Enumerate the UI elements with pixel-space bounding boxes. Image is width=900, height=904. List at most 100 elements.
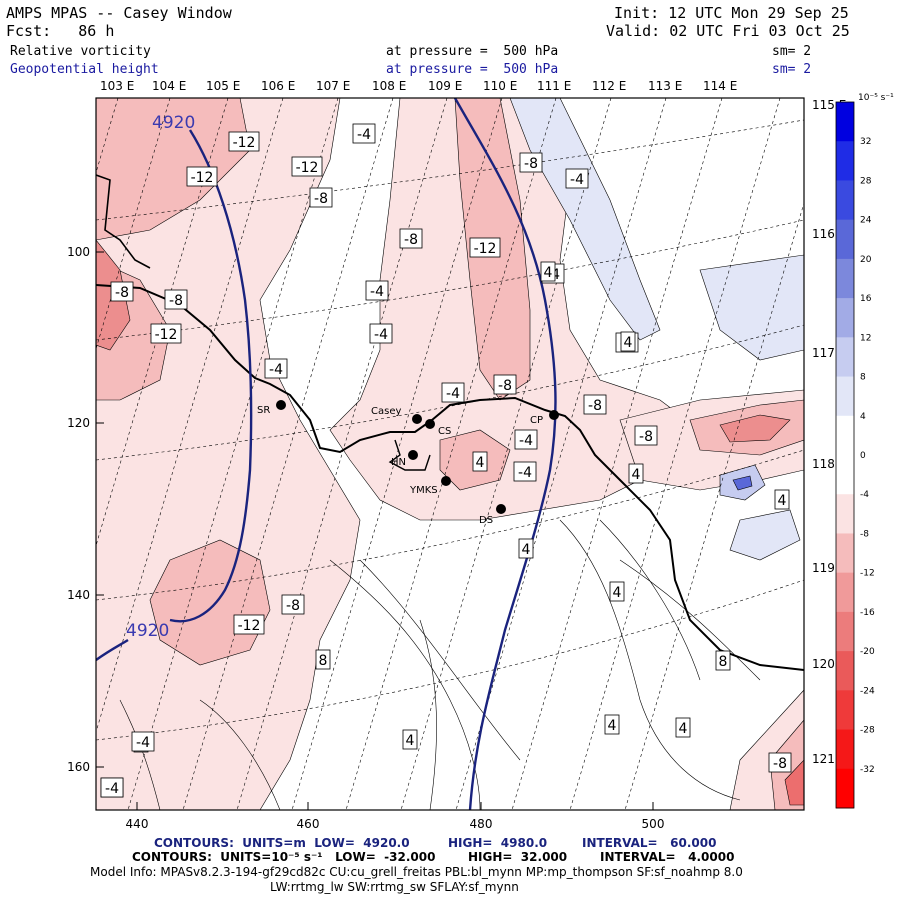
field1-smooth: sm= 2 bbox=[772, 44, 812, 59]
footer-height-high: HIGH= 4980.0 bbox=[448, 836, 548, 850]
contour-label: -8 bbox=[309, 187, 333, 208]
contour-label: -12 bbox=[291, 156, 323, 177]
svg-text:4: 4 bbox=[613, 585, 622, 601]
svg-text:-8: -8 bbox=[169, 293, 183, 309]
contour-label: 4 bbox=[402, 729, 418, 750]
left-axis-label: 160 bbox=[67, 760, 90, 774]
svg-text:-4: -4 bbox=[518, 465, 532, 481]
colorbar-tick: -20 bbox=[860, 647, 875, 657]
contour-label: -8 bbox=[634, 425, 658, 446]
contour-label: -8 bbox=[164, 289, 188, 310]
top-lon-label: 112 E bbox=[592, 79, 626, 93]
contour-label: 4 bbox=[518, 538, 534, 559]
colorbar-tick: -4 bbox=[860, 490, 869, 500]
meridian-line bbox=[569, 98, 781, 810]
top-lon-label: 106 E bbox=[261, 79, 295, 93]
svg-text:-8: -8 bbox=[404, 232, 418, 248]
field1-level: at pressure = 500 hPa bbox=[386, 44, 559, 59]
bottom-axis-label: 480 bbox=[470, 817, 493, 831]
svg-text:-8: -8 bbox=[314, 191, 328, 207]
svg-text:-8: -8 bbox=[115, 285, 129, 301]
colorbar-tick: 24 bbox=[860, 216, 872, 226]
footer-height-contours: CONTOURS: UNITS=m LOW= 4920.0 bbox=[154, 836, 410, 850]
height-label-south: 4920 bbox=[126, 621, 169, 641]
top-lon-label: 114 E bbox=[703, 79, 737, 93]
top-lon-label: 107 E bbox=[316, 79, 350, 93]
colorbar-segment bbox=[836, 651, 854, 691]
contour-label: -8 bbox=[583, 394, 607, 415]
svg-text:-8: -8 bbox=[498, 378, 512, 394]
contour-label: -12 bbox=[186, 166, 218, 187]
vort-shade-se-dark bbox=[784, 759, 804, 806]
top-lon-label: 110 E bbox=[483, 79, 517, 93]
svg-text:SR: SR bbox=[257, 405, 270, 416]
colorbar-segment bbox=[836, 298, 854, 338]
contour-label: 4 bbox=[774, 489, 790, 510]
svg-text:-12: -12 bbox=[238, 618, 261, 634]
contour-label: -4 bbox=[264, 358, 288, 379]
colorbar-tick: -32 bbox=[860, 765, 875, 775]
svg-text:-4: -4 bbox=[570, 172, 584, 188]
neg-vort-ne bbox=[509, 98, 661, 341]
height-contour-center bbox=[453, 98, 557, 810]
contour-label: -8 bbox=[519, 152, 543, 173]
svg-text:-4: -4 bbox=[370, 284, 384, 300]
contour-label: 4 bbox=[604, 714, 620, 735]
top-lon-label: 109 E bbox=[428, 79, 462, 93]
contour-label: -8 bbox=[399, 228, 423, 249]
svg-text:-4: -4 bbox=[374, 327, 388, 343]
meridian-line bbox=[291, 98, 503, 810]
colorbar-segment bbox=[836, 455, 854, 495]
svg-text:HN: HN bbox=[391, 457, 406, 468]
plot-frame bbox=[95, 97, 805, 811]
top-lon-label: 111 E bbox=[537, 79, 571, 93]
station-ds: DS bbox=[479, 504, 506, 526]
svg-text:4: 4 bbox=[778, 493, 787, 509]
colorbar: 32 28 24 20 16 12 8 4 0 -4 -8 -12 -16 -20 -24 -28 -32 bbox=[835, 101, 875, 809]
contour-label: -8 bbox=[110, 281, 134, 302]
footer-model-info-2: LW:rrtmg_lw SW:rrtmg_sw SFLAY:sf_mynn bbox=[270, 880, 519, 894]
coastline-bay bbox=[388, 439, 431, 471]
contour-label: -4 bbox=[441, 382, 465, 403]
top-lon-label: 103 E bbox=[100, 79, 134, 93]
footer-height-interval: INTERVAL= 60.000 bbox=[582, 836, 717, 850]
field2-smooth: sm= 2 bbox=[772, 62, 812, 77]
field2-level: at pressure = 500 hPa bbox=[386, 62, 559, 77]
title: AMPS MPAS -- Casey Window bbox=[6, 4, 232, 22]
svg-text:8: 8 bbox=[319, 653, 328, 669]
svg-text:-8: -8 bbox=[639, 429, 653, 445]
svg-text:-4: -4 bbox=[357, 127, 371, 143]
colorbar-segment bbox=[836, 337, 854, 378]
colorbar-segment bbox=[836, 729, 854, 770]
neg-vort-east bbox=[699, 254, 804, 361]
contour-label: 8 bbox=[315, 649, 331, 670]
station-hn: HN bbox=[391, 450, 418, 468]
footer-vort-interval: INTERVAL= 4.0000 bbox=[600, 850, 735, 864]
parallel-line bbox=[96, 119, 804, 221]
contour-label: 4 bbox=[628, 463, 644, 484]
left-axis-label: 140 bbox=[67, 588, 90, 602]
left-axis-label: 120 bbox=[67, 416, 90, 430]
svg-text:8: 8 bbox=[719, 654, 728, 670]
footer-model-info: Model Info: MPASv8.2.3-194-gf29cd82c CU:… bbox=[90, 865, 743, 879]
svg-text:4: 4 bbox=[522, 542, 531, 558]
svg-text:-12: -12 bbox=[191, 170, 214, 186]
left-axis-labels: 100 120 140 160 bbox=[67, 245, 104, 774]
svg-text:-4: -4 bbox=[519, 433, 533, 449]
svg-text:-4: -4 bbox=[269, 362, 283, 378]
colorbar-tick: -16 bbox=[860, 608, 875, 618]
colorbar-segment bbox=[836, 258, 854, 299]
svg-text:-12: -12 bbox=[233, 135, 256, 151]
svg-text:-8: -8 bbox=[773, 756, 787, 772]
station-cs: CS bbox=[425, 419, 451, 437]
svg-text:DS: DS bbox=[479, 515, 493, 526]
stations: SR Casey CS HN YMKS DS CP bbox=[257, 400, 559, 526]
contour-label: -4 bbox=[565, 168, 589, 189]
svg-text:4: 4 bbox=[608, 718, 617, 734]
contour-label: -8 bbox=[281, 594, 305, 615]
colorbar-tick: 20 bbox=[860, 255, 872, 265]
meridian-line bbox=[400, 98, 612, 810]
colorbar-tick: -24 bbox=[860, 686, 875, 696]
top-lon-label: 105 E bbox=[206, 79, 240, 93]
